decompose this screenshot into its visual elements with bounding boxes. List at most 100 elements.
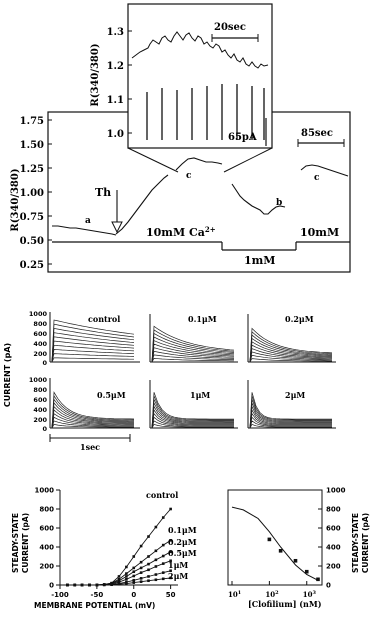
trace-a [52,225,117,236]
iv-point [154,525,158,529]
current-trace [51,340,135,363]
current-trace [249,358,332,363]
dose-response-frame [227,489,323,586]
iv-point [132,578,136,582]
current-trace [51,413,134,429]
current-trace [249,348,333,363]
iv-point [132,555,136,558]
iv-point [95,583,99,587]
current-trace [151,423,234,429]
y-tick-label: 1000 [326,487,346,495]
current-trace [151,395,234,429]
current-trace [51,357,134,363]
current-trace [51,344,135,363]
tick-label: 1.00 [20,188,44,199]
trace-label-1: 1μM [190,390,210,400]
iv-point [147,562,150,566]
iv-point [161,577,165,581]
y-tick-label: 600 [326,525,341,533]
current-trace [249,334,333,363]
iv-point [161,562,165,565]
current-trace [249,327,333,363]
iv-point [132,570,136,573]
inset-y-label: R(340/380) [90,43,101,106]
current-trace [151,405,234,429]
iv-point [139,566,143,570]
tick-label: 600 [33,330,47,338]
current-trace [51,405,134,429]
iv-point [147,575,150,578]
current-trace [249,341,333,363]
current-trace [51,394,135,429]
panel-c-right-y-label-2: CURRENT (pA) [361,513,370,573]
scale-bar-85: 85sec [297,128,345,147]
x-tick-label: -50 [91,591,104,599]
iv-point [169,559,172,563]
iv-point [66,583,69,587]
iv-label-0-1: 0.1μM [168,525,197,535]
panel-c-right-y-label-1: STEADY-STATE [351,513,360,573]
ca-10b-label: 10mM [300,226,339,239]
current-trace [249,344,333,363]
current-trace [151,358,234,363]
iv-point [147,535,150,538]
current-trace [249,354,333,363]
ca-1-label: 1mM [244,254,275,267]
iv-label-2: 2μM [168,571,188,581]
tick-label: 600 [33,396,47,404]
iv-point [117,579,121,583]
iv-point [161,516,165,519]
iv-point [117,575,121,578]
tick-label: 1.1 [107,95,124,106]
dose-response-plot [231,506,320,582]
iv-point [117,582,121,586]
tick-label: 1.3 [107,27,124,38]
current-trace [249,416,332,429]
iv-point [73,583,77,587]
scale-85-label: 85sec [301,128,333,139]
panel-c-right: 1000 800 600 400 200 0 101 102 103 [Clofilium] (… [227,487,370,609]
trace-label-b: b [276,198,282,208]
panel-c-left-y-label-1: STEADY-STATE [11,513,20,573]
iv-point [154,573,158,576]
current-family [247,380,336,429]
iv-point [169,539,172,542]
tick-label: 1.75 [20,116,44,127]
current-trace [249,412,332,429]
x-tick-label: 50 [166,591,176,599]
current-trace [151,399,234,429]
x-tick-label: 101 [228,590,241,599]
iv-series [66,507,172,587]
iv-point [147,579,150,583]
dose-point [293,558,298,563]
panel-b-y-ticks-row2: 1000 800 600 400 200 0 [29,376,48,433]
y-tick-label: 400 [326,544,341,552]
iv-point [139,571,143,574]
current-trace [249,399,332,429]
dose-response-ticks: 1000 800 600 400 200 0 101 102 103 [228,487,346,600]
iv-point [125,572,128,575]
inset-scale-current: 65pA [228,132,257,143]
current-trace [51,420,134,429]
current-trace [249,331,333,363]
inset-scale-time: 20sec [214,22,246,33]
tick-label: 200 [33,416,47,424]
iv-point [154,549,158,553]
dose-point [278,549,283,553]
panel-c-left-x-label: MEMBRANE POTENTIAL (mV) [34,601,155,610]
y-tick-label: 0 [49,582,54,590]
iv-point [147,555,150,558]
ca-10-label: 10mM Ca2+ [146,225,216,239]
panel-a: R(340/380) 1.75 1.50 1.25 1.00 0.75 0.50… [10,3,351,273]
x-tick-label: 0 [131,591,136,599]
panel-b: CURRENT (pA) 1000 800 600 400 200 0 1000… [3,310,336,452]
iv-point [132,566,136,570]
y-tick-label: 800 [326,506,341,514]
current-family [49,380,138,429]
current-trace [249,402,332,429]
panel-b-y-ticks-row1: 1000 800 600 400 200 0 [29,310,48,367]
current-trace [151,354,234,363]
trace-th-rise [115,174,169,235]
current-trace [51,424,134,429]
